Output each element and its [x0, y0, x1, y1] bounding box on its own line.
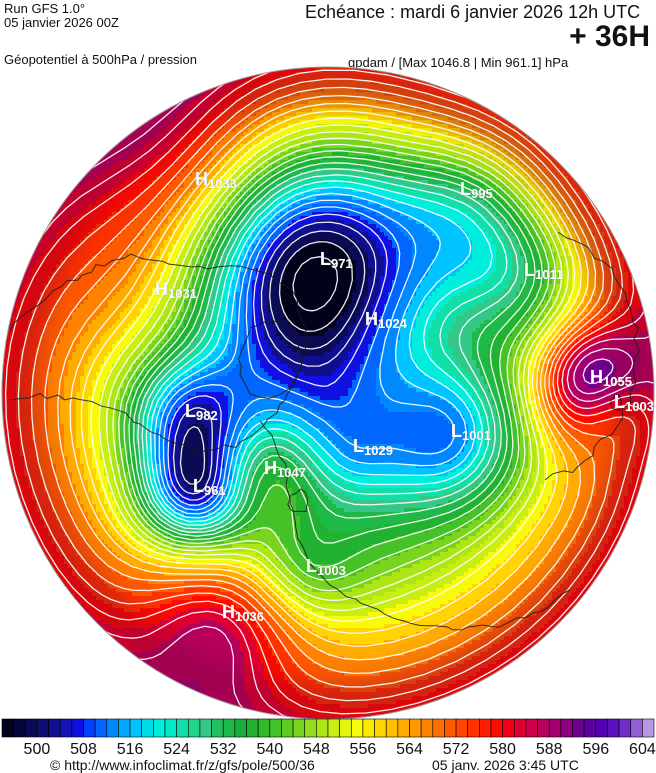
svg-text:572: 572 — [443, 741, 470, 758]
svg-text:500: 500 — [24, 741, 51, 758]
svg-text:556: 556 — [350, 741, 377, 758]
svg-text:508: 508 — [70, 741, 97, 758]
svg-text:588: 588 — [536, 741, 563, 758]
svg-text:516: 516 — [117, 741, 144, 758]
svg-text:524: 524 — [163, 741, 190, 758]
svg-text:564: 564 — [396, 741, 423, 758]
svg-text:548: 548 — [303, 741, 330, 758]
svg-text:596: 596 — [582, 741, 609, 758]
svg-text:532: 532 — [210, 741, 237, 758]
svg-text:540: 540 — [256, 741, 283, 758]
svg-text:580: 580 — [489, 741, 516, 758]
